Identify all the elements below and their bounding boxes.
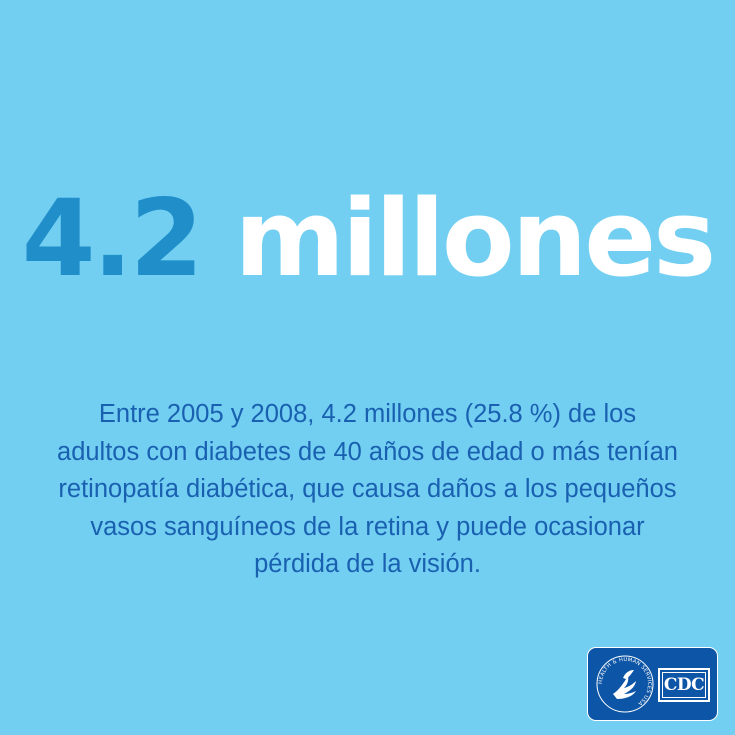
cdc-wordmark: CDC [658, 668, 710, 702]
headline: 4.2 millones [0, 186, 735, 292]
body-text: Entre 2005 y 2008, 4.2 millones (25.8 %)… [57, 400, 678, 578]
headline-word: millones [234, 177, 716, 300]
hhs-eagle-seal-icon: HEALTH & HUMAN SERVICES USA [596, 655, 654, 713]
cdc-text: CDC [662, 672, 706, 698]
cdc-logo: HEALTH & HUMAN SERVICES USA CDC [587, 647, 718, 721]
headline-number: 4.2 [21, 177, 204, 300]
